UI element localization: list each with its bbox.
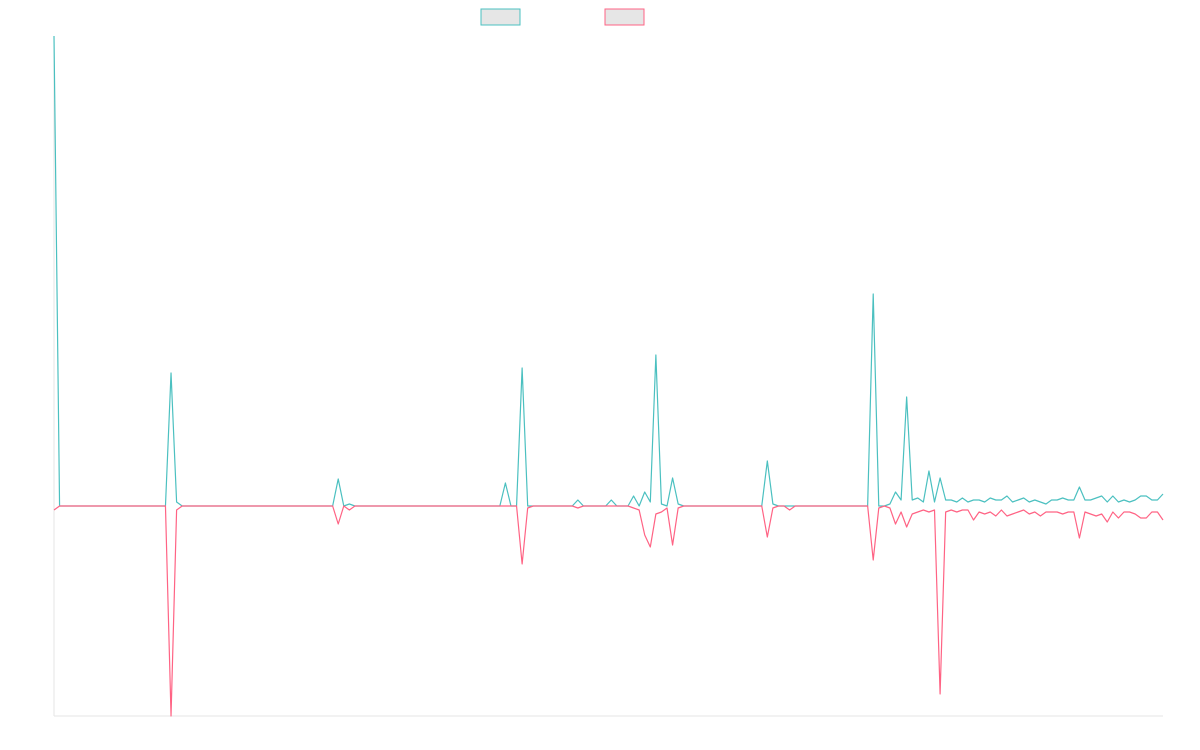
legend-swatch[interactable] [604,8,645,26]
series-line [53,35,1164,507]
legend-swatch[interactable] [480,8,521,26]
series-line [53,505,1164,717]
